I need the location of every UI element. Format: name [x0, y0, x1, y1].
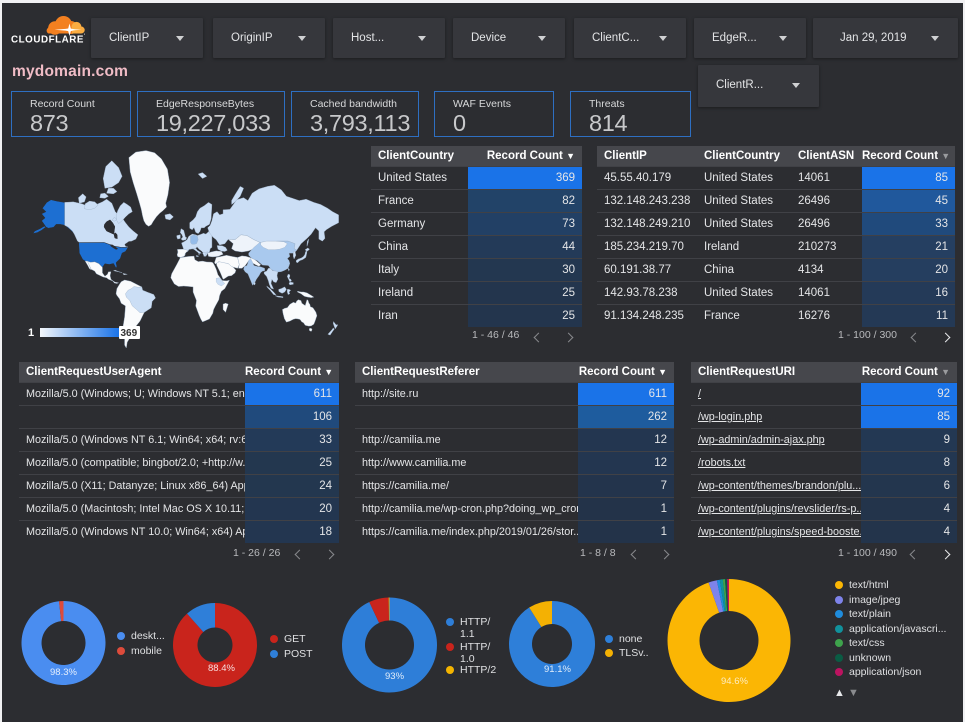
svg-text:': ' [84, 34, 85, 40]
svg-text:369: 369 [121, 328, 138, 339]
svg-text:CLOUDFLARE: CLOUDFLARE [11, 35, 84, 46]
svg-text:1: 1 [28, 327, 34, 339]
